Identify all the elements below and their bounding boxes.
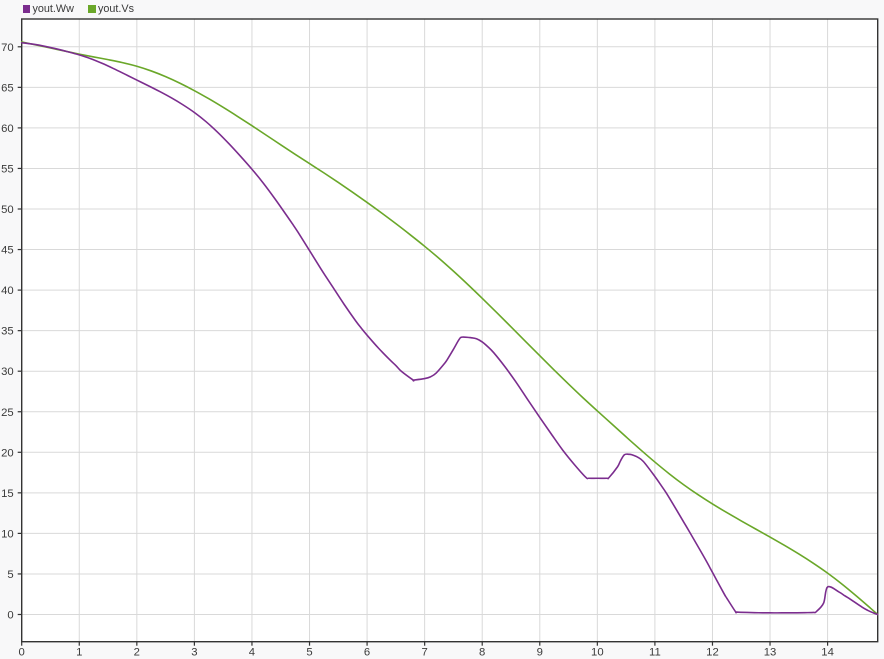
svg-text:55: 55 [1, 163, 14, 175]
svg-text:15: 15 [1, 488, 14, 500]
svg-text:20: 20 [1, 447, 14, 459]
svg-text:13: 13 [764, 647, 777, 659]
svg-text:30: 30 [1, 366, 14, 378]
svg-text:11: 11 [649, 647, 661, 659]
svg-text:65: 65 [1, 82, 14, 94]
svg-text:70: 70 [1, 42, 14, 54]
svg-text:12: 12 [706, 647, 719, 659]
svg-text:3: 3 [191, 647, 197, 659]
svg-text:2: 2 [134, 647, 140, 659]
svg-text:4: 4 [249, 647, 255, 659]
svg-text:25: 25 [1, 407, 14, 419]
svg-text:60: 60 [1, 123, 14, 135]
svg-text:9: 9 [537, 647, 543, 659]
svg-text:8: 8 [479, 647, 485, 659]
svg-text:50: 50 [1, 204, 14, 216]
svg-text:7: 7 [422, 647, 428, 659]
svg-text:0: 0 [7, 609, 13, 621]
svg-text:14: 14 [821, 647, 834, 659]
svg-text:10: 10 [591, 647, 604, 659]
svg-text:40: 40 [1, 285, 14, 297]
svg-text:10: 10 [1, 528, 14, 540]
svg-text:6: 6 [364, 647, 370, 659]
svg-text:0: 0 [19, 647, 25, 659]
svg-text:45: 45 [1, 245, 14, 257]
svg-text:5: 5 [7, 569, 13, 581]
svg-text:5: 5 [306, 647, 312, 659]
svg-text:1: 1 [76, 647, 82, 659]
svg-text:35: 35 [1, 326, 14, 338]
